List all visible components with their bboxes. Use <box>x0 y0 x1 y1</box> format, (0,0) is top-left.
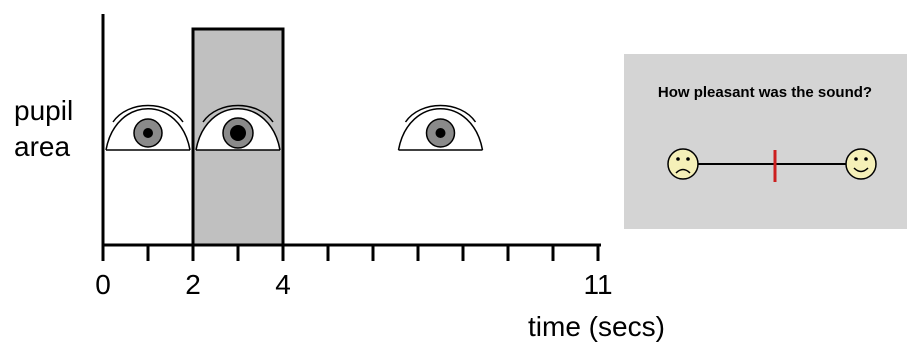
rating-question: How pleasant was the sound? <box>658 84 872 101</box>
x-tick-label: 0 <box>95 269 111 300</box>
x-axis-label: time (secs) <box>528 311 665 342</box>
x-axis-tick-labels: 0 2 4 11 <box>95 269 612 300</box>
eyes-group <box>105 104 484 151</box>
sad-face-icon <box>667 148 699 180</box>
rating-panel: How pleasant was the sound? <box>624 54 907 229</box>
eye-icon <box>397 104 484 151</box>
eye-icon <box>105 104 191 151</box>
eye-icon <box>195 104 281 151</box>
x-tick-label: 2 <box>185 269 201 300</box>
rating-panel-background <box>624 54 907 229</box>
happy-face-icon <box>845 148 877 180</box>
y-axis-label-line-1: pupil <box>14 95 73 126</box>
x-tick-label: 4 <box>275 269 291 300</box>
x-axis-ticks <box>101 245 600 261</box>
x-tick-label: 11 <box>583 269 612 300</box>
y-axis-label-line-2: area <box>14 131 70 162</box>
